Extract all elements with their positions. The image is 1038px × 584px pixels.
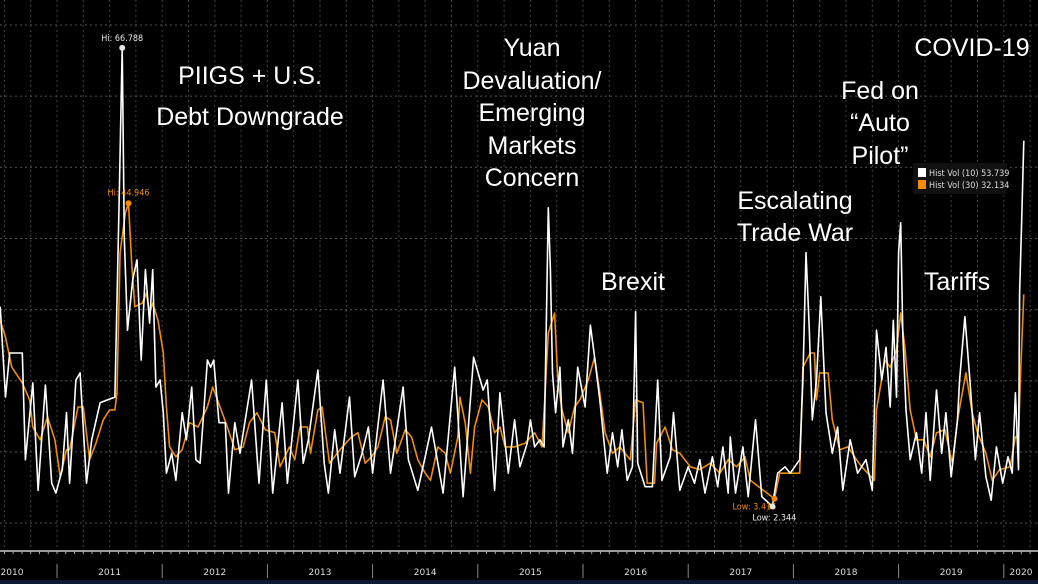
x-tick-label: 2012: [203, 568, 226, 578]
annotation-yuan-line5: Concern: [485, 164, 580, 192]
x-tick-label: 2017: [729, 568, 752, 578]
marker-label-white-low: Low: 2.344: [752, 513, 796, 523]
marker-dot-orange-low: [771, 495, 778, 502]
x-tick-label: 2014: [414, 568, 437, 578]
marker-label-orange-low: Low: 3.415: [732, 503, 776, 513]
annotations: PIIGS + U.S. Debt Downgrade Yuan Devalua…: [156, 34, 1029, 296]
marker-label-white-hi: Hi: 66.788: [101, 34, 143, 44]
annotation-yuan-line4: Markets: [488, 132, 577, 160]
series-lines: [0, 47, 1025, 508]
marker-dot-orange-hi: [125, 200, 132, 207]
marker-label-orange-hi: Hi: 44.946: [108, 188, 150, 198]
annotation-fed-line2: “Auto: [850, 109, 910, 137]
x-tick-label: 2013: [309, 568, 332, 578]
series-line-hist-vol-10: [0, 47, 1025, 508]
annotation-trade-war-line1: Escalating: [737, 187, 852, 215]
marker-dot-white-low: [769, 503, 776, 510]
gridlines: [0, 0, 1038, 551]
x-axis: 2010 2011 2012 2013 2014 2015 2016 2017 2018 2019…: [0, 550, 1038, 578]
x-tick-label: 2018: [835, 568, 858, 578]
x-tick-label: 2019: [940, 568, 963, 578]
legend: Hist Vol (10) 53.739 Hist Vol (30) 32.13…: [913, 163, 1009, 194]
annotation-piigs-line1: PIIGS + U.S.: [178, 62, 322, 90]
annotation-fed-line3: Pilot”: [852, 142, 909, 170]
annotation-yuan-line1: Yuan: [503, 34, 560, 62]
x-tick-label: 2015: [519, 568, 542, 578]
legend-label-histvol30: Hist Vol (30) 32.134: [929, 181, 1009, 191]
annotation-piigs-line2: Debt Downgrade: [156, 103, 344, 131]
legend-swatch-white: [918, 168, 926, 177]
annotation-brexit: Brexit: [601, 268, 665, 296]
legend-swatch-orange: [918, 180, 926, 189]
marker-dot-white-hi: [119, 44, 126, 51]
legend-label-histvol10: Hist Vol (10) 53.739: [929, 169, 1009, 179]
annotation-tariffs: Tariffs: [924, 268, 990, 296]
annotation-covid: COVID-19: [914, 34, 1029, 62]
x-tick-label: 2011: [98, 568, 121, 578]
annotation-fed-line1: Fed on: [841, 77, 919, 105]
x-tick-label: 2020: [1010, 568, 1033, 578]
annotation-yuan-line3: Emerging: [479, 99, 586, 127]
legend-box: [913, 163, 1007, 194]
bottom-strip: [0, 580, 1038, 584]
annotation-trade-war-line2: Trade War: [737, 219, 853, 247]
annotation-yuan-line2: Devaluation/: [463, 67, 602, 95]
x-tick-label: 2010: [1, 568, 24, 578]
x-tick-label: 2016: [624, 568, 647, 578]
